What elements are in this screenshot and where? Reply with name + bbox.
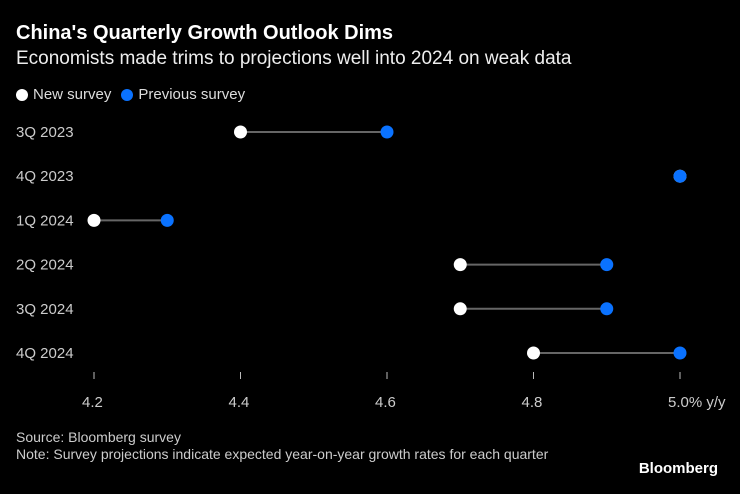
- previous-survey-point: [600, 302, 614, 316]
- category-label: 3Q 2024: [16, 301, 74, 318]
- new-survey-point: [453, 302, 467, 316]
- previous-survey-marker-icon: [121, 88, 134, 101]
- new-survey-point: [527, 346, 540, 360]
- category-label: 4Q 2024: [16, 345, 74, 362]
- x-tick-label: 4.6: [375, 394, 396, 411]
- legend-item-new: New survey: [16, 86, 111, 103]
- legend-label: New survey: [33, 86, 112, 103]
- new-survey-marker-icon: [16, 88, 28, 101]
- source-text: Source: Bloomberg survey: [16, 429, 181, 445]
- x-tick-label: 4.4: [229, 394, 250, 411]
- x-tick-label: 4.2: [82, 394, 103, 411]
- legend-label: Previous survey: [138, 86, 246, 103]
- category-label: 3Q 2023: [16, 124, 74, 141]
- x-tick-label: 5.0% y/y: [668, 394, 726, 411]
- category-label: 4Q 2023: [16, 168, 74, 185]
- legend: New survey Previous survey: [16, 86, 245, 103]
- note-text: Note: Survey projections indicate expect…: [16, 446, 549, 462]
- chart-subtitle: Economists made trims to projections wel…: [16, 48, 572, 69]
- category-label: 2Q 2024: [16, 257, 74, 274]
- legend-item-previous: Previous survey: [121, 86, 245, 103]
- category-label: 1Q 2024: [16, 212, 74, 229]
- previous-survey-point: [380, 125, 394, 139]
- footnotes: Source: Bloomberg survey Note: Survey pr…: [16, 429, 576, 463]
- previous-survey-point: [160, 213, 174, 227]
- bloomberg-logo: Bloomberg: [638, 460, 718, 477]
- new-survey-point: [453, 258, 467, 272]
- x-tick-label: 4.8: [522, 394, 543, 411]
- new-survey-point: [234, 125, 247, 139]
- previous-survey-point: [673, 169, 687, 183]
- new-survey-point: [87, 213, 101, 227]
- previous-survey-point: [600, 258, 614, 272]
- chart-title: China's Quarterly Growth Outlook Dims: [16, 22, 394, 44]
- previous-survey-point: [673, 346, 687, 360]
